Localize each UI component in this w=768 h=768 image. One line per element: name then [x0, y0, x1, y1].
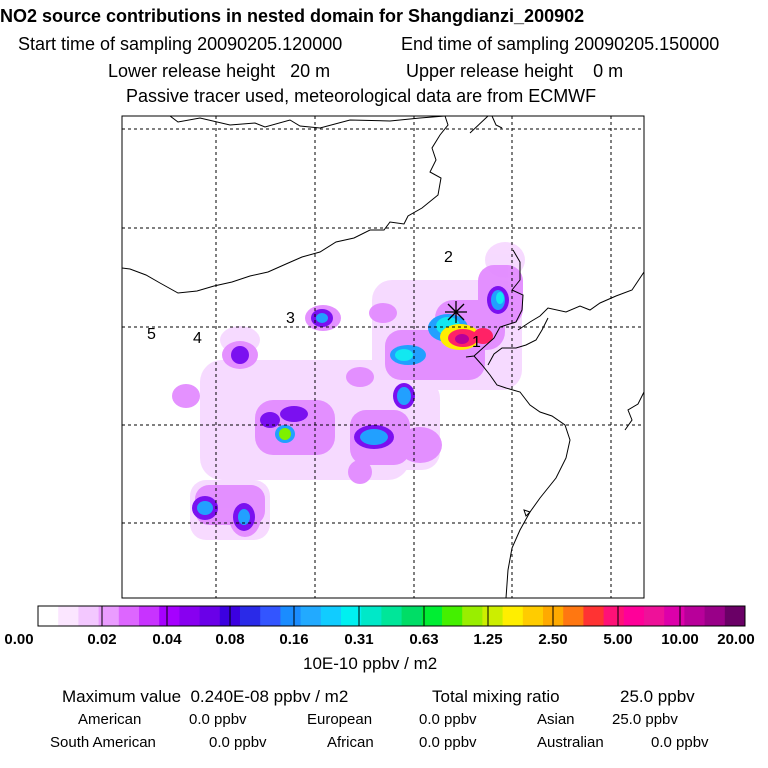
colorbar-swatch	[320, 606, 342, 626]
european-label: European	[307, 711, 373, 728]
total-mixing-value: 25.0 ppbv	[620, 687, 695, 706]
colorbar-tick-label: 20.00	[717, 631, 755, 648]
colorbar-swatch	[300, 606, 322, 626]
colorbar-swatch	[684, 606, 705, 626]
colorbar-swatch	[462, 606, 483, 626]
colorbar-swatch	[38, 606, 59, 626]
max-value-label: Maximum value 0.240E-08 ppbv / m2	[62, 687, 349, 706]
total-mixing-label: Total mixing ratio	[432, 687, 560, 706]
american-value: 0.0 ppbv	[189, 711, 247, 728]
african-label: African	[327, 734, 374, 751]
colorbar-swatch	[280, 606, 301, 626]
colorbar-swatch	[421, 606, 443, 626]
colorbar-swatch	[78, 606, 99, 626]
colorbar-swatch	[58, 606, 79, 626]
colorbar-swatch	[704, 606, 726, 626]
region-label-5: 5	[147, 326, 156, 343]
colorbar-swatch	[159, 606, 180, 626]
colorbar-border	[37, 605, 746, 627]
colorbar-tick-label: 2.50	[538, 631, 568, 648]
colorbar-unit-label: 10E-10 ppbv / m2	[303, 654, 438, 673]
plume-hotspot	[275, 324, 493, 443]
colorbar-swatch	[98, 606, 120, 626]
colorbar-tick-label: 0.63	[409, 631, 439, 648]
colorbar-swatch	[381, 606, 402, 626]
colorbar-tick-label: 1.25	[473, 631, 503, 648]
colorbar-tick-label: 0.00	[4, 631, 34, 648]
colorbar-swatch	[260, 606, 281, 626]
region-label-3: 3	[286, 310, 295, 327]
region-label-4: 4	[193, 330, 202, 347]
upper-release-label: Upper release height 0 m	[406, 61, 624, 81]
page-title: NO2 source contributions in nested domai…	[0, 6, 585, 26]
south-american-value: 0.0 ppbv	[209, 734, 267, 751]
colorbar-tick-label: 0.02	[87, 631, 117, 648]
colorbar-swatch	[240, 606, 261, 626]
colorbar-swatch	[118, 606, 140, 626]
colorbar-swatch	[401, 606, 423, 626]
colorbar-swatch	[522, 606, 544, 626]
south-american-label: South American	[50, 734, 156, 751]
boundary-lines	[122, 116, 644, 598]
australian-label: Australian	[537, 734, 604, 751]
colorbar-tick-label: 0.08	[215, 631, 245, 648]
asian-label: Asian	[537, 711, 575, 728]
region-label-1: 1	[472, 334, 481, 351]
colorbar-swatch	[724, 606, 746, 626]
american-label: American	[78, 711, 142, 728]
colorbar	[37, 605, 746, 627]
lower-release-label: Lower release height 20 m	[108, 61, 331, 81]
colorbar-tick-label: 10.00	[661, 631, 699, 648]
colorbar-swatch	[623, 606, 645, 626]
colorbar-swatch	[179, 606, 200, 626]
african-value: 0.0 ppbv	[419, 734, 477, 751]
region-labels: 1 2 3 4 5	[147, 249, 481, 351]
colorbar-tick-label: 5.00	[603, 631, 633, 648]
colorbar-swatch	[644, 606, 665, 626]
colorbar-swatch	[482, 606, 503, 626]
australian-value: 0.0 ppbv	[651, 734, 709, 751]
colorbar-tick-label: 0.04	[152, 631, 182, 648]
colorbar-swatch	[563, 606, 584, 626]
colorbar-tick-label: 0.31	[344, 631, 374, 648]
colorbar-swatch	[603, 606, 625, 626]
colorbar-tick-label: 0.16	[279, 631, 309, 648]
colorbar-swatch	[664, 606, 685, 626]
start-time-label: Start time of sampling 20090205.120000	[18, 34, 343, 54]
colorbar-swatch	[361, 606, 382, 626]
receptor-star-marker	[445, 301, 467, 323]
lat-lon-grid	[122, 116, 644, 598]
asian-value: 25.0 ppbv	[612, 711, 678, 728]
colorbar-swatch	[139, 606, 160, 626]
colorbar-swatch	[502, 606, 524, 626]
colorbar-swatch	[341, 606, 362, 626]
concentration-field	[172, 242, 525, 540]
colorbar-swatch	[583, 606, 604, 626]
european-value: 0.0 ppbv	[419, 711, 477, 728]
region-label-2: 2	[444, 249, 453, 266]
colorbar-swatch	[199, 606, 221, 626]
colorbar-swatch	[442, 606, 463, 626]
map-frame	[121, 115, 645, 599]
end-time-label: End time of sampling 20090205.150000	[401, 34, 720, 54]
tracer-info-label: Passive tracer used, meteorological data…	[126, 86, 597, 106]
